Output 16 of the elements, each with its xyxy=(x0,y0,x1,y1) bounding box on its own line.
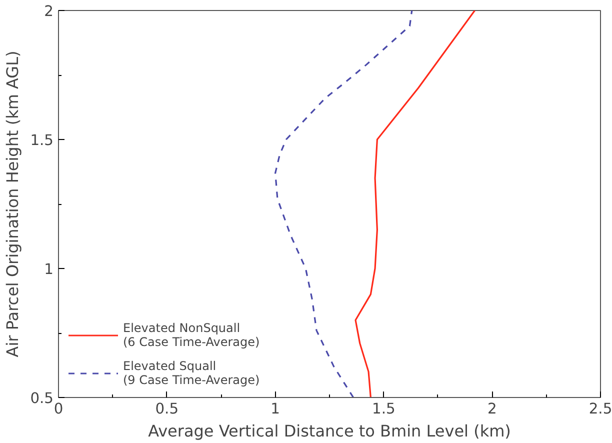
x-tick-label: 0 xyxy=(54,400,64,418)
x-tick-label: 2 xyxy=(487,400,497,418)
y-tick-label: 2 xyxy=(44,3,54,20)
legend-label: Elevated Squall (9 Case Time-Average) xyxy=(123,359,260,387)
y-axis-title: Air Parcel Origination Height (km AGL) xyxy=(3,50,22,358)
y-tick-label: 1.5 xyxy=(30,132,54,149)
x-tick-label: 0.5 xyxy=(155,400,179,418)
x-tick-label: 1 xyxy=(270,400,280,418)
y-tick-label: 0.5 xyxy=(30,390,54,407)
y-tick-label: 1 xyxy=(44,261,54,278)
line-series xyxy=(354,10,476,398)
x-tick-label: 2.5 xyxy=(588,400,612,418)
line-series xyxy=(274,10,413,398)
x-tick-label: 1.5 xyxy=(372,400,396,418)
x-axis-title: Average Vertical Distance to Bmin Level (km) xyxy=(148,422,511,440)
legend-label: Elevated NonSquall (6 Case Time-Average) xyxy=(123,321,260,349)
